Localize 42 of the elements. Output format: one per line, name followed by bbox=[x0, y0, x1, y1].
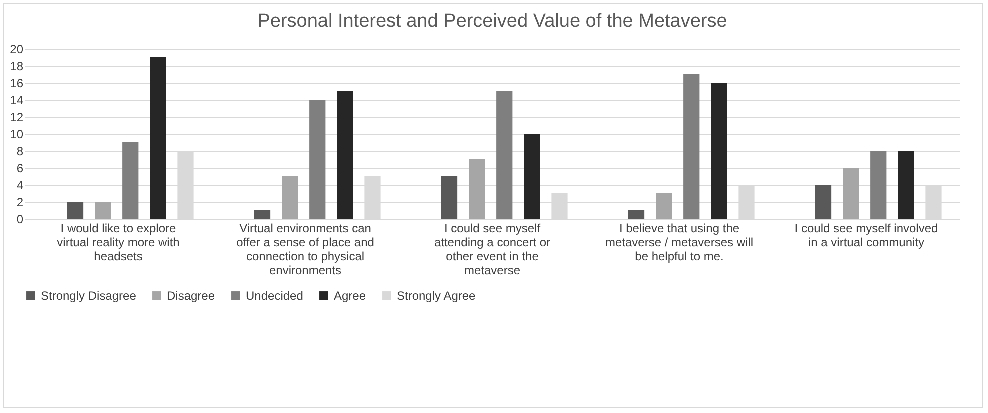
y-tick-label: 12 bbox=[10, 110, 24, 124]
bar bbox=[496, 92, 513, 219]
x-tick-label: I could see myself involved in a virtual community bbox=[794, 222, 938, 250]
bar bbox=[843, 168, 860, 219]
y-tick-label: 6 bbox=[16, 162, 24, 176]
y-tick-label: 0 bbox=[16, 212, 24, 226]
bar bbox=[656, 194, 672, 219]
legend-label: Disagree bbox=[167, 289, 216, 303]
x-tick-label: Virtual environments can offer a sense of place and connection to physical environments bbox=[236, 222, 374, 278]
bar bbox=[815, 185, 832, 219]
bar bbox=[122, 142, 139, 219]
y-tick-label: 16 bbox=[10, 76, 24, 90]
bar bbox=[870, 151, 887, 219]
x-tick-label: I would like to explore virtual reality more with headsets bbox=[57, 222, 180, 264]
y-tick-label: 20 bbox=[10, 42, 24, 56]
bar bbox=[628, 210, 645, 219]
bar bbox=[67, 202, 84, 219]
bar bbox=[282, 176, 298, 219]
y-tick-label: 4 bbox=[16, 178, 24, 192]
bar bbox=[469, 160, 486, 219]
y-tick-label: 10 bbox=[10, 128, 24, 142]
bar bbox=[441, 176, 458, 219]
y-tick-label: 14 bbox=[10, 94, 24, 108]
chart-title: Personal Interest and Perceived Value of the Metaverse bbox=[258, 11, 728, 32]
x-tick-label: I could see myself attending a concert or other event in the metaverse bbox=[434, 222, 551, 278]
legend-label: Strongly Agree bbox=[397, 289, 476, 303]
bar bbox=[684, 74, 700, 219]
x-tick-label: I believe that using the metaverse / metaverses will be helpful to me. bbox=[605, 222, 754, 264]
bar bbox=[337, 92, 354, 219]
bar bbox=[150, 58, 166, 219]
bar bbox=[524, 134, 540, 219]
legend-label: Undecided bbox=[246, 289, 304, 303]
y-tick-label: 18 bbox=[10, 60, 24, 74]
bar bbox=[898, 151, 914, 219]
bar bbox=[95, 202, 112, 219]
legend-label: Agree bbox=[334, 289, 366, 303]
bar bbox=[711, 83, 728, 219]
bar bbox=[254, 210, 271, 219]
bar bbox=[310, 100, 326, 219]
y-tick-label: 8 bbox=[16, 144, 24, 158]
y-tick-label: 2 bbox=[16, 196, 24, 210]
legend-label: Strongly Disagree bbox=[41, 289, 137, 303]
